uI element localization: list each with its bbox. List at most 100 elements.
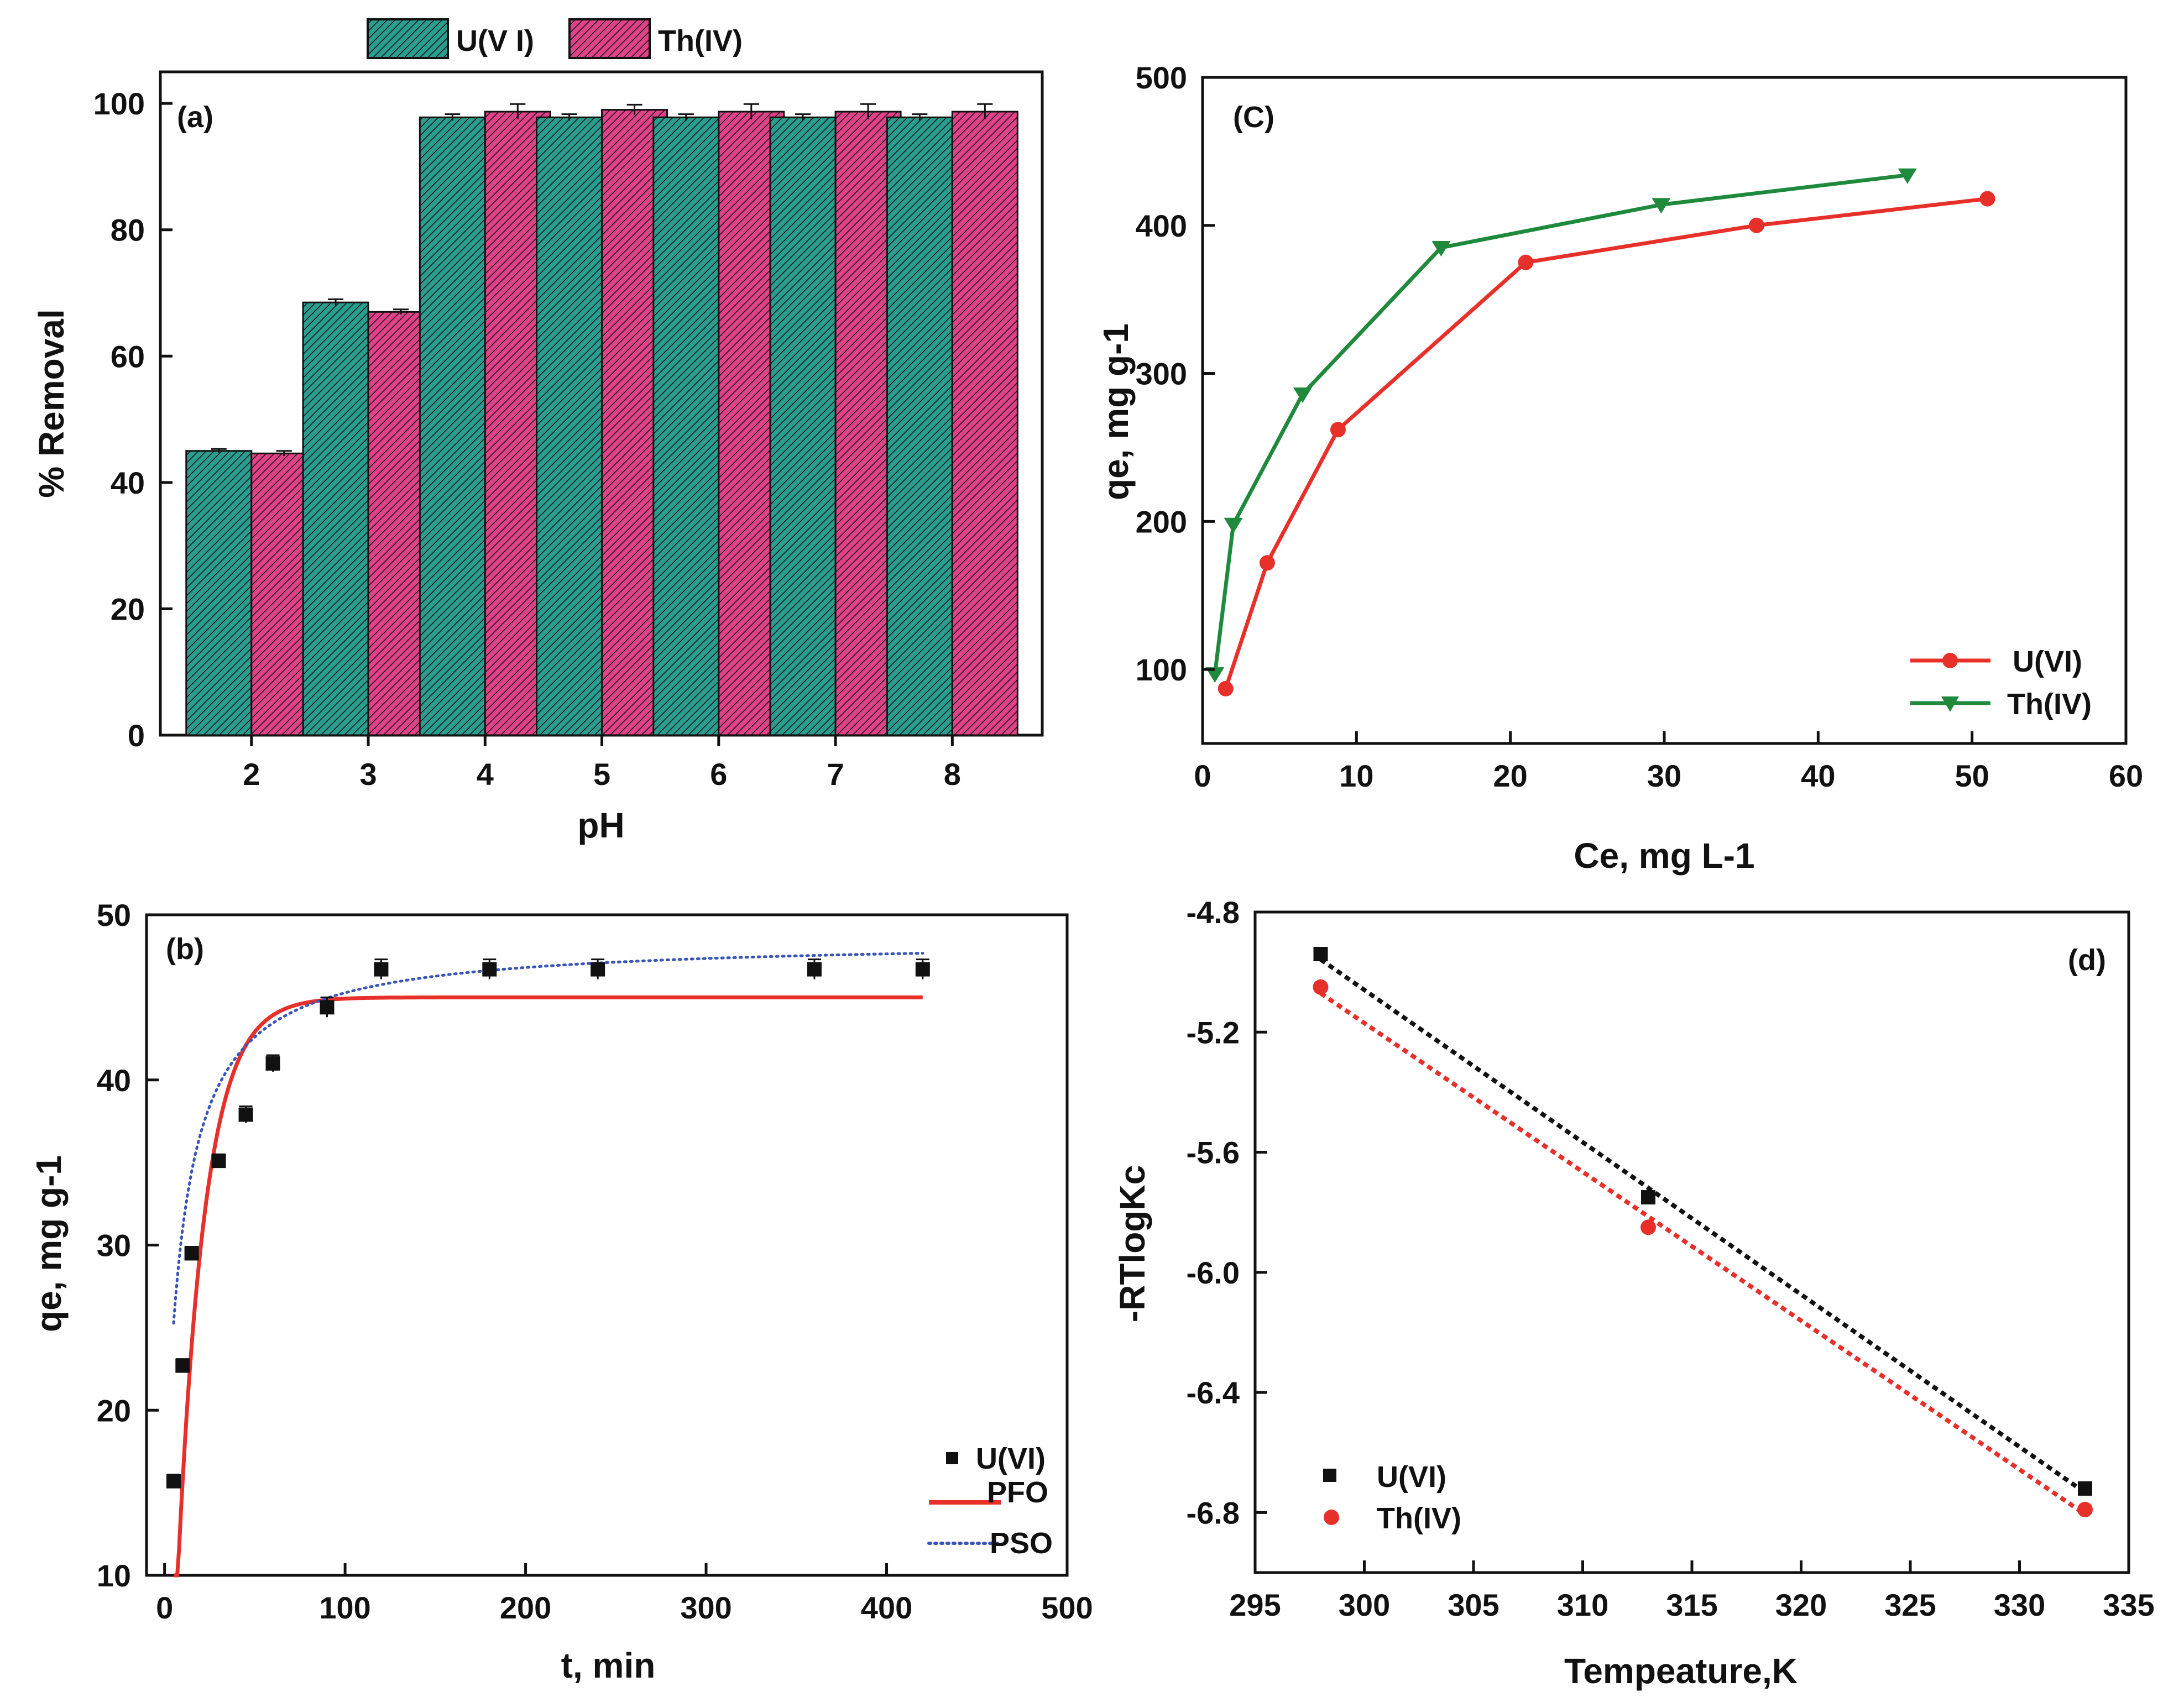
point-u <box>374 962 389 977</box>
panel-b-x-tick-label: 500 <box>1041 1590 1093 1625</box>
panel-c-legend-marker-th <box>1941 696 1959 712</box>
point-th <box>2077 1501 2093 1517</box>
curve-pso <box>172 952 924 1325</box>
panel-d-x-tick-label: 295 <box>1229 1588 1281 1622</box>
panel-d-legend-marker-u <box>1323 1469 1336 1482</box>
panel-c-label: (C) <box>1233 101 1274 134</box>
fit-line-u <box>1319 957 2087 1495</box>
panel-a-y-tick-label: 80 <box>111 213 145 248</box>
panel-b-legend: U(VI) PFO PSO <box>927 1442 1053 1560</box>
point-th <box>1898 168 1917 184</box>
point-u <box>1313 947 1328 962</box>
bar-th-ph-8 <box>951 111 1018 736</box>
panel-d-y-tick-label: -6.4 <box>1187 1375 1240 1410</box>
panel-c-x-tick-label: 50 <box>1955 758 1989 793</box>
panel-b-legend-label-pso: PSO <box>990 1527 1053 1560</box>
bar-u-ph-4 <box>419 116 486 736</box>
panel-d-thermodynamics-chart: -4.8 -5.2 -5.6 -6.0 -6.4 -6.8 295 300 305 310 315 3… <box>1112 895 2155 1691</box>
panel-d-y-tick-label: -6.0 <box>1187 1255 1240 1290</box>
panel-d-y-axis-title: -RTlogKc <box>1112 1165 1152 1322</box>
panel-d-x-tick-label: 330 <box>1994 1588 2045 1622</box>
panel-d-label: (d) <box>2068 944 2106 977</box>
point-u <box>1259 555 1275 571</box>
point-th <box>1313 979 1329 995</box>
point-u <box>1330 422 1346 438</box>
panel-c-y-axis-title: qe, mg g-1 <box>1096 323 1136 500</box>
panel-d-y-tick-label: -4.8 <box>1187 895 1240 930</box>
panel-a-legend-swatch-u <box>367 18 449 59</box>
panel-c-legend-marker-u <box>1942 653 1958 668</box>
panel-b-x-tick-label: 0 <box>156 1590 173 1625</box>
line-th <box>1213 173 1908 674</box>
panel-c-x-tick-label: 0 <box>1194 758 1211 793</box>
point-th <box>1652 198 1671 214</box>
point-u <box>482 962 497 977</box>
panel-c-legend-label-u: U(VI) <box>2013 645 2082 678</box>
point-u <box>166 1474 181 1489</box>
panel-c-x-tick-label: 20 <box>1493 758 1528 793</box>
bar-u-ph-7 <box>769 116 837 736</box>
panel-a-y-tick-label: 100 <box>93 86 145 121</box>
point-u <box>1749 217 1764 233</box>
point-th <box>1205 667 1225 683</box>
panel-c-y-tick-label: 300 <box>1136 357 1187 391</box>
point-u <box>807 962 822 977</box>
point-th <box>1224 517 1243 533</box>
point-th <box>1640 1219 1656 1235</box>
panel-a-legend-label-th: Th(IV) <box>658 24 743 57</box>
point-u <box>915 962 930 977</box>
panel-b-x-tick-label: 200 <box>500 1590 551 1625</box>
bar-u-ph-8 <box>886 116 953 736</box>
panel-b-y-tick-label: 10 <box>97 1558 131 1593</box>
panel-b-x-tick-label: 400 <box>861 1590 912 1625</box>
panel-c-y-tick-label: 200 <box>1136 504 1187 539</box>
panel-a-x-tick-label: 3 <box>359 757 377 792</box>
panel-a-y-axis-title: % Removal <box>32 309 71 497</box>
line-u <box>1224 197 1988 690</box>
panel-d-x-tick-label: 300 <box>1339 1588 1390 1622</box>
panel-a-label: (a) <box>177 101 213 134</box>
panel-a-x-tick-label: 8 <box>944 757 961 792</box>
panel-a-x-tick-label: 6 <box>710 757 727 792</box>
panel-d-x-tick-label: 310 <box>1557 1588 1608 1622</box>
panel-a-y-tick-label: 20 <box>111 591 145 626</box>
panel-d-legend-label-u: U(VI) <box>1377 1460 1446 1494</box>
panel-a-x-tick-label: 2 <box>243 757 260 792</box>
point-u <box>238 1107 253 1122</box>
panel-c-x-tick-label: 10 <box>1339 758 1373 793</box>
panel-b-y-tick-label: 40 <box>97 1063 131 1098</box>
panel-d-x-tick-label: 320 <box>1775 1588 1827 1622</box>
panel-b-frame <box>145 913 1069 1577</box>
panel-b-x-tick-label: 100 <box>319 1590 370 1625</box>
point-u <box>320 1000 335 1015</box>
panel-a-x-axis-title: pH <box>577 805 624 845</box>
panel-d-y-tick-label: -5.6 <box>1187 1135 1240 1170</box>
curve-pfo <box>174 995 923 1578</box>
panel-c-line-chart: 100 200 300 400 500 0 10 20 30 40 50 60 (C) Ce, mg … <box>1096 60 2143 876</box>
panel-b-legend-label-pfo: PFO <box>987 1476 1048 1509</box>
point-u <box>1218 680 1234 696</box>
panel-b-y-tick-label: 20 <box>97 1393 131 1428</box>
panel-c-legend-label-th: Th(IV) <box>2007 688 2092 721</box>
panel-d-x-tick-label: 305 <box>1448 1588 1499 1622</box>
panel-c-x-tick-label: 40 <box>1801 758 1835 793</box>
panel-c-x-axis-title: Ce, mg L-1 <box>1574 836 1754 876</box>
panel-c-x-tick-label: 30 <box>1647 758 1681 793</box>
panel-b-y-axis-title: qe, mg g-1 <box>29 1155 69 1332</box>
point-th <box>1293 387 1312 404</box>
panel-d-x-tick-label: 315 <box>1666 1588 1717 1622</box>
panel-d-x-axis-title: Tempeature,K <box>1564 1651 1798 1691</box>
point-u <box>1979 191 1995 207</box>
panel-b-y-tick-label: 30 <box>97 1228 131 1263</box>
point-u <box>2078 1481 2092 1496</box>
panel-a-y-tick-label: 40 <box>111 465 145 500</box>
panel-a-y-tick-label: 0 <box>128 718 145 753</box>
panel-a-legend: U(V I) Th(IV) <box>367 18 743 59</box>
point-u <box>1518 254 1534 270</box>
panel-a-x-tick-label: 4 <box>477 757 494 792</box>
panel-d-x-tick-label: 325 <box>1884 1588 1936 1622</box>
panel-c-legend: U(VI) Th(IV) <box>1910 645 2092 721</box>
bar-u-ph-2 <box>185 450 253 736</box>
